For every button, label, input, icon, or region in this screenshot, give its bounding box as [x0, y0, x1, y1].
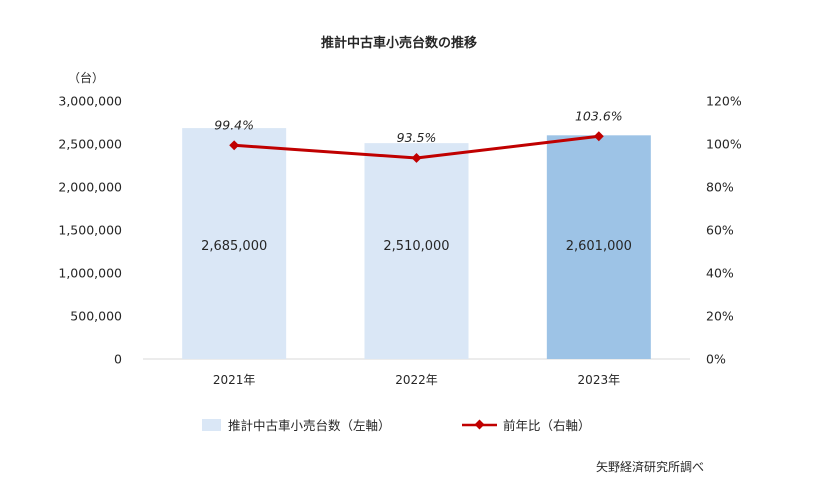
legend-bar-swatch [202, 419, 221, 431]
right-axis-tick-label: 20% [706, 309, 734, 324]
legend-line-marker [474, 419, 485, 430]
bar-value-label: 2,510,000 [383, 239, 449, 254]
right-axis-tick-label: 60% [706, 223, 734, 238]
right-axis-tick-label: 120% [706, 94, 742, 109]
right-axis-tick-label: 100% [706, 137, 742, 152]
right-axis-tick-label: 0% [706, 352, 726, 367]
line-value-labels: 99.4% 93.5% 103.6% [214, 108, 622, 145]
bar [182, 128, 287, 359]
line-value-label: 103.6% [575, 108, 623, 123]
chart-title: 推計中古車小売台数の推移 [321, 35, 477, 51]
bar-series [182, 128, 651, 359]
left-axis-tick-label: 2,000,000 [58, 180, 122, 195]
legend-bar-label: 推計中古車小売台数（左軸） [228, 418, 391, 433]
left-axis-tick-label: 1,500,000 [58, 223, 122, 238]
line-value-label: 93.5% [397, 130, 437, 145]
line-point [593, 131, 604, 142]
right-axis-ticks: 0% 20% 40% 60% 80% 100% 120% [706, 94, 742, 367]
bar [364, 143, 469, 359]
bar-value-labels: 2,685,000 2,510,000 2,601,000 [201, 239, 632, 254]
legend-line-label: 前年比（右軸） [503, 418, 591, 433]
bar-value-label: 2,601,000 [566, 239, 632, 254]
x-axis-tick-label: 2021年 [213, 373, 256, 387]
line-point [411, 153, 422, 163]
left-axis-tick-label: 3,000,000 [58, 94, 122, 109]
line-series [229, 131, 604, 163]
source-note: 矢野経済研究所調べ [596, 459, 704, 474]
left-axis-tick-label: 1,000,000 [58, 266, 122, 281]
x-axis-tick-label: 2023年 [578, 373, 621, 387]
line-point [229, 140, 240, 151]
left-axis-ticks: 0 500,000 1,000,000 1,500,000 2,000,000 2,500… [58, 94, 122, 367]
left-axis-unit: （台） [68, 70, 104, 85]
x-axis-tick-label: 2022年 [395, 373, 438, 387]
bar [546, 135, 651, 359]
left-axis-tick-label: 500,000 [70, 309, 122, 324]
legend: 推計中古車小売台数（左軸） 前年比（右軸） [202, 418, 591, 433]
right-axis-tick-label: 80% [706, 180, 734, 195]
x-axis-labels: 2021年 2022年 2023年 [213, 373, 620, 387]
line-value-label: 99.4% [214, 117, 254, 132]
bar-value-label: 2,685,000 [201, 239, 267, 254]
right-axis-tick-label: 40% [706, 266, 734, 281]
left-axis-tick-label: 2,500,000 [58, 137, 122, 152]
left-axis-tick-label: 0 [114, 352, 122, 367]
